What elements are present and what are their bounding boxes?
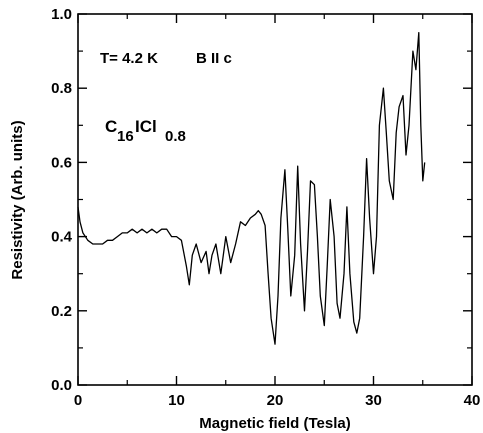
series-line [77, 31, 426, 345]
x-tick-label: 40 [464, 392, 481, 409]
y-tick-label: 0.4 [51, 229, 73, 246]
compound-annotation: C 16 ICl 0.8 [105, 117, 186, 145]
field-direction-annotation: B II c [196, 50, 232, 67]
x-tick-label: 0 [74, 392, 82, 409]
x-tick-label: 20 [267, 392, 284, 409]
x-tick-label: 10 [168, 392, 185, 409]
y-tick-label: 1.0 [51, 6, 72, 23]
compound-icl-subscript: 0.8 [165, 128, 186, 145]
y-tick-label: 0.6 [51, 154, 72, 171]
y-tick-label: 0.0 [51, 377, 72, 394]
y-tick-label: 0.2 [51, 303, 72, 320]
compound-icl: ICl [135, 117, 157, 136]
y-axis-label: Resistivity (Arb. units) [9, 120, 26, 279]
compound-c-subscript: 16 [117, 128, 134, 145]
y-tick-label: 0.8 [51, 80, 72, 97]
x-axis-label: Magnetic field (Tesla) [199, 415, 350, 432]
compound-c: C [105, 117, 117, 136]
temperature-annotation: T= 4.2 K [100, 50, 158, 67]
x-tick-label: 30 [365, 392, 382, 409]
plot-frame [77, 13, 473, 386]
